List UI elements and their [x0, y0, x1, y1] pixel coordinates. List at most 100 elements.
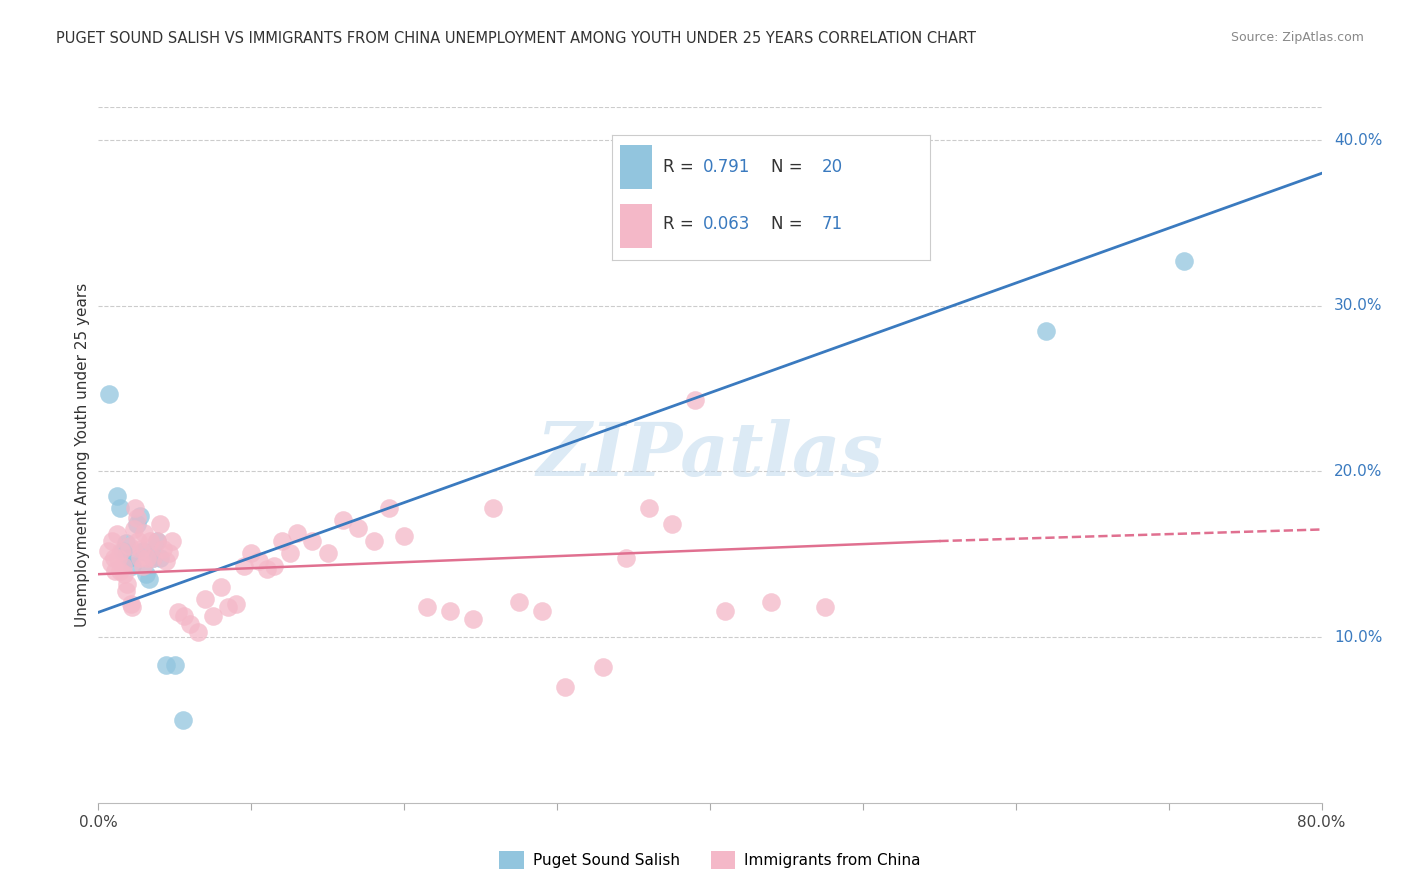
- Point: [117, 577, 139, 591]
- Point: [714, 604, 737, 618]
- Point: [132, 558, 155, 573]
- Point: [163, 658, 186, 673]
- Point: [136, 550, 159, 565]
- Point: [110, 544, 132, 558]
- Point: [124, 500, 146, 515]
- Legend: Puget Sound Salish, Immigrants from China: Puget Sound Salish, Immigrants from Chin…: [494, 846, 927, 875]
- Point: [301, 534, 323, 549]
- Point: [256, 562, 278, 576]
- Point: [108, 564, 131, 578]
- Point: [614, 550, 637, 565]
- Point: [759, 595, 782, 609]
- Text: Source: ZipAtlas.com: Source: ZipAtlas.com: [1230, 31, 1364, 45]
- Point: [363, 534, 385, 549]
- Text: N =: N =: [772, 158, 808, 176]
- Point: [111, 558, 134, 573]
- Point: [332, 512, 354, 526]
- Point: [155, 554, 177, 568]
- Point: [173, 608, 195, 623]
- Text: 71: 71: [823, 215, 844, 234]
- Point: [316, 546, 339, 560]
- Text: 40.0%: 40.0%: [1334, 133, 1382, 148]
- Point: [278, 546, 301, 560]
- Point: [103, 550, 125, 565]
- Point: [112, 567, 135, 582]
- Point: [149, 517, 172, 532]
- Text: 20: 20: [823, 158, 844, 176]
- Point: [247, 554, 270, 568]
- Bar: [620, 203, 652, 248]
- Point: [202, 608, 225, 623]
- Point: [118, 539, 141, 553]
- Point: [814, 600, 837, 615]
- Point: [209, 581, 232, 595]
- Point: [125, 517, 148, 532]
- Point: [101, 534, 124, 549]
- Point: [508, 595, 530, 609]
- Point: [121, 558, 143, 573]
- Point: [592, 660, 614, 674]
- Text: 30.0%: 30.0%: [1334, 298, 1382, 313]
- Point: [482, 500, 505, 515]
- Point: [105, 527, 128, 541]
- Point: [127, 534, 149, 549]
- Point: [263, 558, 285, 573]
- Text: 20.0%: 20.0%: [1334, 464, 1382, 479]
- Point: [115, 583, 138, 598]
- Point: [134, 525, 156, 540]
- Point: [97, 544, 120, 558]
- Text: ZIPatlas: ZIPatlas: [537, 418, 883, 491]
- Text: 0.791: 0.791: [703, 158, 751, 176]
- Text: N =: N =: [772, 215, 808, 234]
- Point: [118, 550, 141, 565]
- Point: [98, 386, 121, 401]
- Text: R =: R =: [664, 215, 699, 234]
- Text: R =: R =: [664, 158, 699, 176]
- Point: [104, 564, 127, 578]
- Point: [187, 625, 209, 640]
- Point: [135, 567, 157, 582]
- Point: [285, 525, 308, 540]
- Point: [232, 558, 254, 573]
- Point: [107, 550, 129, 565]
- Bar: [620, 145, 652, 189]
- Text: PUGET SOUND SALISH VS IMMIGRANTS FROM CHINA UNEMPLOYMENT AMONG YOUTH UNDER 25 YE: PUGET SOUND SALISH VS IMMIGRANTS FROM CH…: [56, 31, 976, 46]
- Point: [683, 393, 706, 408]
- Point: [461, 612, 484, 626]
- Point: [108, 500, 131, 515]
- Point: [129, 542, 152, 557]
- Point: [121, 600, 143, 615]
- Point: [142, 550, 165, 565]
- Point: [155, 658, 177, 673]
- Point: [347, 521, 370, 535]
- Point: [149, 550, 172, 565]
- Point: [1173, 254, 1195, 268]
- Point: [139, 534, 162, 549]
- Point: [1035, 324, 1057, 338]
- Point: [217, 600, 239, 615]
- Point: [122, 523, 145, 537]
- Point: [132, 544, 155, 558]
- Point: [172, 713, 194, 727]
- Y-axis label: Unemployment Among Youth under 25 years: Unemployment Among Youth under 25 years: [75, 283, 90, 627]
- Point: [120, 597, 142, 611]
- Point: [128, 509, 150, 524]
- Point: [145, 534, 167, 549]
- Point: [100, 556, 122, 570]
- Point: [142, 550, 165, 565]
- Text: 10.0%: 10.0%: [1334, 630, 1382, 645]
- Point: [179, 616, 201, 631]
- Text: 0.063: 0.063: [703, 215, 751, 234]
- Point: [392, 529, 416, 543]
- Point: [115, 535, 138, 549]
- Point: [138, 572, 160, 586]
- Point: [167, 605, 190, 619]
- Point: [240, 546, 263, 560]
- Point: [105, 489, 128, 503]
- Point: [152, 542, 174, 557]
- Point: [378, 500, 401, 515]
- Point: [530, 604, 553, 618]
- Point: [661, 517, 683, 532]
- Point: [157, 546, 180, 560]
- Point: [554, 680, 576, 694]
